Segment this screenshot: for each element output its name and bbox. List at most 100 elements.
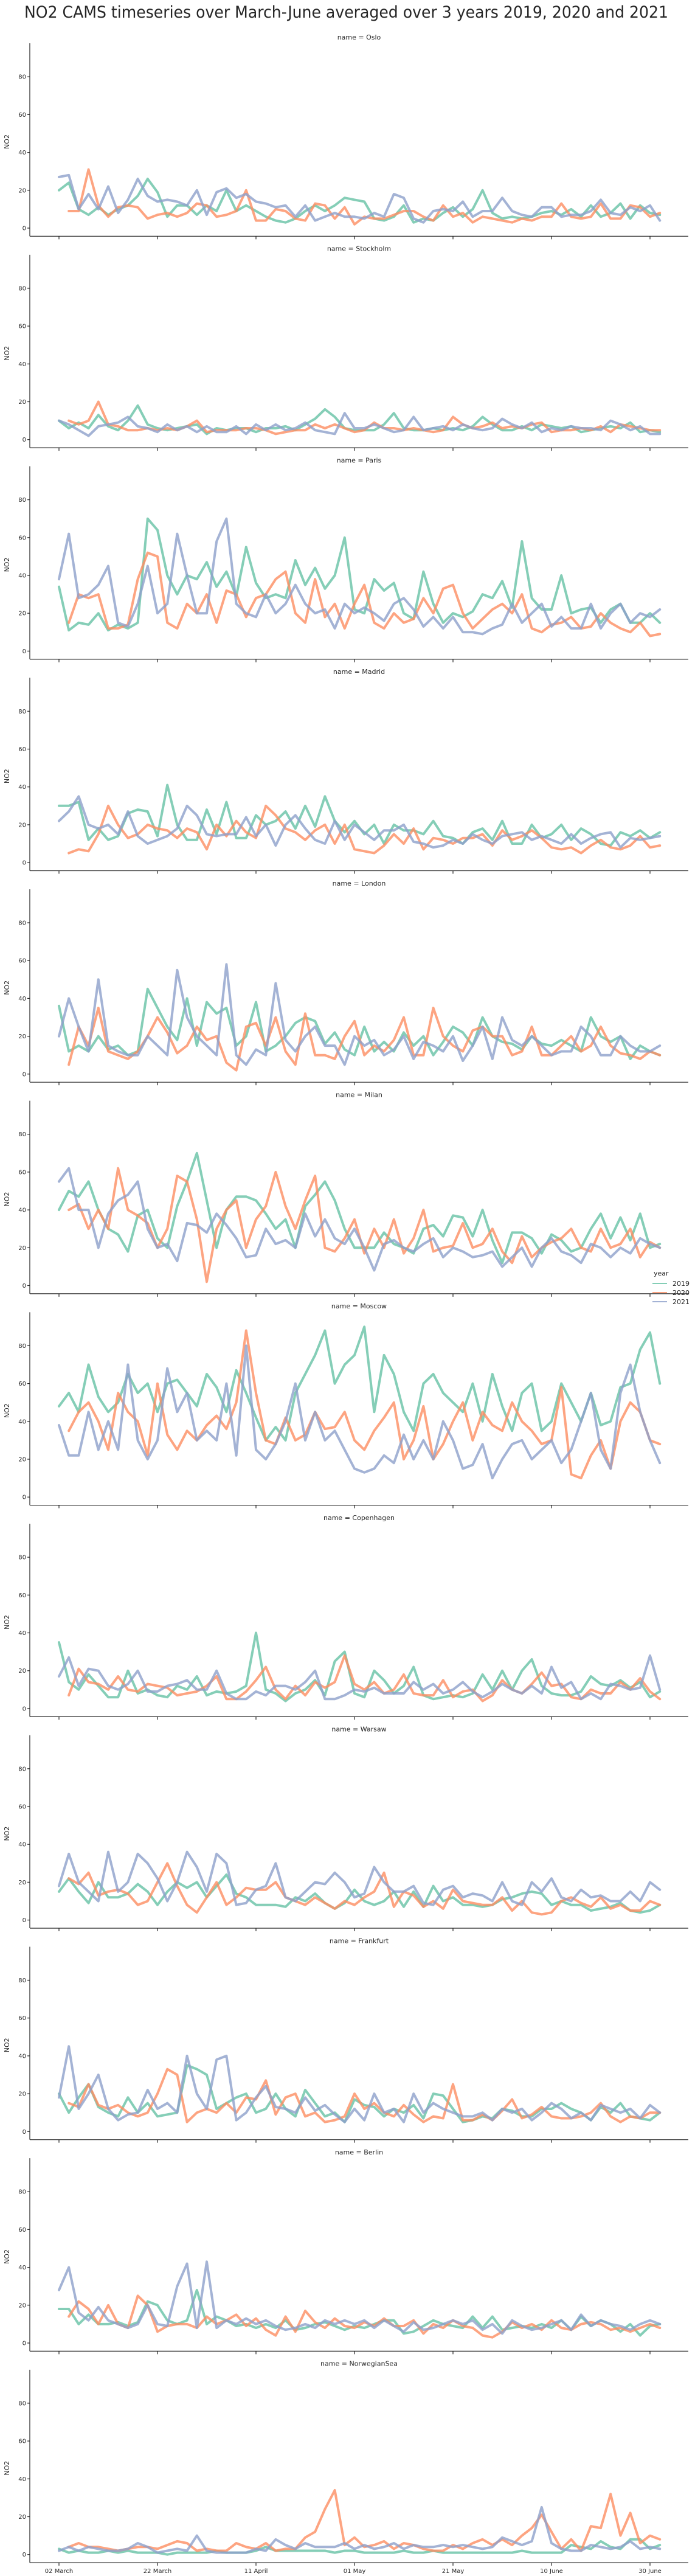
- y-tick-label: 20: [18, 187, 26, 194]
- series-line-2020: [67, 1862, 662, 1916]
- y-tick-label: 80: [18, 74, 26, 81]
- y-tick-label: 80: [18, 1766, 26, 1772]
- series-line-2021: [58, 2260, 662, 2335]
- y-tick-label: 0: [22, 2552, 26, 2558]
- series-line-2020: [67, 1654, 662, 1703]
- y-tick-label: 0: [22, 1283, 26, 1290]
- y-axis-label: NO2: [3, 1615, 11, 1630]
- y-tick-label: 40: [18, 996, 26, 1002]
- y-axis-label: NO2: [3, 1403, 11, 1418]
- y-tick-label: 0: [22, 860, 26, 867]
- y-tick-label: 80: [18, 497, 26, 504]
- x-tick-label: 01 May: [344, 2568, 366, 2575]
- y-axis-label: NO2: [3, 2249, 11, 2264]
- panel-milan: name = Milan 0 20 40 60 80 NO2: [3, 1091, 688, 1297]
- panel-frankfurt: name = Frankfurt 0 20 40 60 80 NO2: [3, 1937, 688, 2143]
- y-tick-label: 20: [18, 1245, 26, 1252]
- y-tick-label: 0: [22, 2341, 26, 2347]
- panel-title: name = Berlin: [335, 2148, 383, 2156]
- y-tick-label: 40: [18, 784, 26, 791]
- series-line-2021: [58, 2045, 662, 2123]
- y-tick-label: 60: [18, 1804, 26, 1811]
- series-line-2019: [58, 1325, 662, 1442]
- series-line-2020: [67, 804, 662, 855]
- y-tick-label: 60: [18, 2227, 26, 2234]
- panel-berlin: name = Berlin 0 20 40 60 80 NO2: [3, 2148, 688, 2355]
- x-tick-label: 02 March: [45, 2568, 73, 2575]
- legend-title: year: [654, 1269, 669, 1277]
- y-tick-label: 20: [18, 1668, 26, 1675]
- y-tick-label: 20: [18, 611, 26, 617]
- facet-panels: name = Oslo 0 20 40 60 80 NO2 name = Stockholm 0…: [3, 33, 688, 2575]
- y-tick-label: 0: [22, 1706, 26, 1712]
- y-tick-label: 20: [18, 2514, 26, 2521]
- y-tick-label: 80: [18, 2400, 26, 2407]
- y-tick-label: 80: [18, 1977, 26, 1984]
- series-line-2021: [58, 1344, 662, 1480]
- y-tick-label: 80: [18, 285, 26, 292]
- series-line-2020: [67, 551, 662, 637]
- panel-title: name = Stockholm: [327, 245, 391, 253]
- y-tick-label: 0: [22, 226, 26, 232]
- panel-title: name = NorwegianSea: [320, 2360, 398, 2368]
- y-tick-label: 60: [18, 1592, 26, 1599]
- chart-title: NO2 CAMS timeseries over March-June aver…: [24, 3, 668, 22]
- series-line-2021: [58, 517, 662, 636]
- y-tick-label: 80: [18, 709, 26, 715]
- panel-title: name = Copenhagen: [323, 1514, 395, 1522]
- panel-title: name = Warsaw: [331, 1726, 386, 1734]
- y-tick-label: 40: [18, 2265, 26, 2271]
- x-tick-label: 10 June: [540, 2568, 563, 2575]
- y-tick-label: 20: [18, 1457, 26, 1463]
- y-tick-label: 80: [18, 1555, 26, 1561]
- panel-title: name = Moscow: [331, 1302, 387, 1310]
- y-tick-label: 60: [18, 958, 26, 965]
- panel-london: name = London 0 20 40 60 80 NO2: [3, 880, 688, 1086]
- y-axis-label: NO2: [3, 2461, 11, 2476]
- x-tick-label: 22 March: [143, 2568, 171, 2575]
- series-line-2021: [58, 1167, 662, 1272]
- legend-label: 2019: [673, 1280, 690, 1288]
- y-tick-label: 80: [18, 1343, 26, 1350]
- y-tick-label: 80: [18, 1131, 26, 1138]
- panel-title: name = Paris: [337, 456, 382, 464]
- y-tick-label: 20: [18, 1880, 26, 1886]
- panel-copenhagen: name = Copenhagen 0 20 40 60 80 NO2: [3, 1514, 688, 1720]
- y-tick-label: 60: [18, 324, 26, 330]
- series-line-2020: [67, 1007, 662, 1072]
- y-tick-label: 0: [22, 1071, 26, 1078]
- series-line-2021: [58, 1850, 662, 1906]
- panel-warsaw: name = Warsaw 0 20 40 60 80 NO2: [3, 1726, 688, 1931]
- y-axis-label: NO2: [3, 1827, 11, 1841]
- y-tick-label: 60: [18, 1381, 26, 1387]
- y-tick-label: 0: [22, 648, 26, 655]
- panel-madrid: name = Madrid 0 20 40 60 80 NO2: [3, 668, 688, 874]
- x-tick-label: 11 April: [244, 2568, 268, 2575]
- series-line-2021: [58, 963, 662, 1066]
- y-tick-label: 40: [18, 2476, 26, 2483]
- panel-title: name = Madrid: [333, 668, 385, 676]
- y-axis-label: NO2: [3, 134, 11, 149]
- y-tick-label: 40: [18, 2053, 26, 2060]
- series-line-2020: [67, 2067, 662, 2123]
- y-axis-label: NO2: [3, 2038, 11, 2052]
- x-tick-label: 21 May: [442, 2568, 465, 2575]
- series-line-2021: [58, 412, 662, 437]
- y-tick-label: 20: [18, 1033, 26, 1040]
- legend-label: 2020: [673, 1289, 690, 1297]
- panel-title: name = Frankfurt: [330, 1937, 389, 1945]
- panel-moscow: name = Moscow 0 20 40 60 80 NO2: [3, 1302, 688, 1508]
- panel-paris: name = Paris 0 20 40 60 80 NO2: [3, 456, 688, 662]
- series-line-2021: [58, 795, 662, 849]
- series-line-2019: [58, 1151, 662, 1265]
- y-tick-label: 20: [18, 2091, 26, 2098]
- panel-oslo: name = Oslo 0 20 40 60 80 NO2: [3, 33, 688, 240]
- y-tick-label: 60: [18, 535, 26, 541]
- series-line-2019: [58, 987, 662, 1060]
- y-tick-label: 40: [18, 1842, 26, 1849]
- y-tick-label: 60: [18, 112, 26, 119]
- y-tick-label: 20: [18, 2302, 26, 2309]
- y-tick-label: 40: [18, 1418, 26, 1425]
